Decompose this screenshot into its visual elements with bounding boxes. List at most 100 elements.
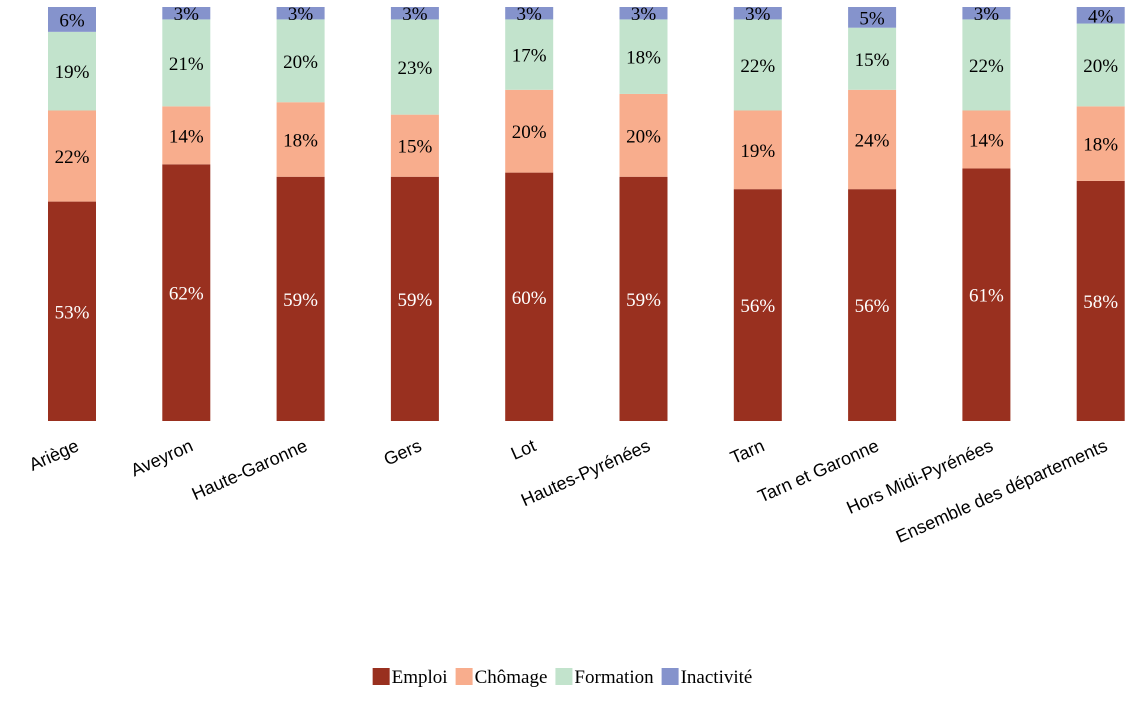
bars-layer — [48, 7, 1125, 421]
bar-ariege-emploi-label: 53% — [55, 302, 90, 323]
category-label-ariege: Ariège — [26, 435, 82, 474]
bar-tarn-et-garonne-inactivite-label: 5% — [859, 8, 885, 29]
legend-item-formation: Formation — [555, 667, 654, 688]
bar-haute-garonne-formation — [276, 19, 325, 103]
bar-gers-formation — [390, 19, 439, 115]
bar-hors-midi-pyrenees-emploi-label: 61% — [969, 286, 1004, 307]
legend: Emploi Chômage Formation Inactivité — [372, 667, 753, 688]
bar-ensemble-des-departements-formation-label: 20% — [1083, 56, 1118, 77]
legend-item-chomage: Chômage — [455, 667, 548, 688]
bar-hautes-pyrenees-chomage-label: 20% — [626, 126, 661, 147]
bar-tarn-formation — [733, 19, 782, 111]
bar-ensemble-des-departements-inactivite — [1076, 7, 1125, 24]
legend-swatch-emploi — [372, 668, 390, 685]
bar-hautes-pyrenees-chomage — [619, 93, 668, 177]
category-label-haute-garonne: Haute-Garonne — [189, 435, 310, 504]
category-label-tarn: Tarn — [727, 435, 767, 468]
bar-aveyron-formation — [162, 19, 211, 107]
bar-haute-garonne-chomage-label: 18% — [283, 130, 318, 151]
bar-aveyron-emploi-label: 62% — [169, 284, 204, 305]
bar-lot-chomage — [505, 89, 554, 173]
bar-tarn-inactivite-label: 3% — [745, 4, 771, 25]
bar-lot-inactivite-label: 3% — [517, 4, 543, 25]
bar-tarn-et-garonne-inactivite — [848, 7, 897, 28]
bar-ariege-formation-label: 19% — [55, 62, 90, 83]
bar-hautes-pyrenees-emploi-label: 59% — [626, 290, 661, 311]
bar-lot-formation — [505, 19, 554, 90]
bar-ensemble-des-departements-inactivite-label: 4% — [1088, 6, 1114, 27]
bar-tarn-et-garonne-chomage — [848, 89, 897, 190]
bar-tarn-emploi — [733, 189, 782, 421]
bar-aveyron-inactivite-label: 3% — [174, 4, 200, 25]
bar-lot-emploi-label: 60% — [512, 288, 547, 309]
bar-haute-garonne-chomage — [276, 102, 325, 177]
bar-hors-midi-pyrenees-chomage-label: 14% — [969, 130, 1004, 151]
bar-ariege-emploi — [48, 201, 96, 421]
legend-swatch-inactivite — [661, 668, 679, 685]
bar-lot-formation-label: 17% — [512, 46, 547, 67]
legend-label-emploi: Emploi — [392, 667, 448, 688]
bar-hautes-pyrenees-emploi — [619, 176, 668, 421]
legend-swatch-chomage — [455, 668, 473, 685]
bar-ariege-formation — [48, 31, 96, 111]
bar-tarn-et-garonne-chomage-label: 24% — [855, 130, 890, 151]
bar-ariege-chomage-label: 22% — [55, 147, 90, 168]
bar-ariege-inactivite-label: 6% — [59, 10, 85, 31]
bar-tarn-formation-label: 22% — [740, 56, 775, 77]
bar-ensemble-des-departements-emploi — [1076, 180, 1125, 421]
bar-ensemble-des-departements-emploi-label: 58% — [1083, 292, 1118, 313]
bar-hautes-pyrenees-formation — [619, 19, 668, 94]
bar-gers-chomage — [390, 114, 439, 177]
bar-aveyron-formation-label: 21% — [169, 54, 204, 75]
bar-haute-garonne-formation-label: 20% — [283, 52, 318, 73]
bar-tarn-inactivite — [733, 7, 782, 20]
category-label-aveyron: Aveyron — [128, 435, 196, 480]
bar-aveyron-inactivite — [162, 7, 211, 20]
legend-item-emploi: Emploi — [372, 667, 448, 688]
bar-hors-midi-pyrenees-inactivite-label: 3% — [974, 4, 1000, 25]
bar-lot-inactivite — [505, 7, 554, 20]
bar-tarn-et-garonne-formation — [848, 27, 897, 90]
bar-haute-garonne-inactivite-label: 3% — [288, 4, 314, 25]
bar-haute-garonne-emploi-label: 59% — [283, 290, 318, 311]
bar-tarn-et-garonne-formation-label: 15% — [855, 50, 890, 71]
bar-lot-emploi — [505, 172, 554, 421]
bar-ensemble-des-departements-chomage — [1076, 106, 1125, 181]
bar-lot-chomage-label: 20% — [512, 122, 547, 143]
bar-tarn-emploi-label: 56% — [740, 296, 775, 317]
legend-item-inactivite: Inactivité — [661, 667, 753, 688]
bar-tarn-et-garonne-emploi-label: 56% — [855, 296, 890, 317]
bar-ensemble-des-departements-formation — [1076, 23, 1125, 107]
bar-hautes-pyrenees-inactivite — [619, 7, 668, 20]
category-label-ensemble-des-departements: Ensemble des départements — [893, 435, 1110, 546]
bar-hautes-pyrenees-formation-label: 18% — [626, 48, 661, 69]
segment-labels-layer: 53% 22% 19% 6% 62% 14% 21% 3% 59% 18% 20% 3% 59% 15% 2… — [55, 4, 1119, 323]
category-label-lot: Lot — [508, 435, 539, 463]
bar-gers-chomage-label: 15% — [397, 137, 432, 158]
legend-label-chomage: Chômage — [475, 667, 548, 688]
bar-hors-midi-pyrenees-inactivite — [962, 7, 1011, 20]
bar-tarn-et-garonne-emploi — [848, 189, 897, 421]
legend-label-formation: Formation — [574, 667, 654, 688]
bar-hautes-pyrenees-inactivite-label: 3% — [631, 4, 657, 25]
bar-hors-midi-pyrenees-formation-label: 22% — [969, 56, 1004, 77]
legend-swatch-formation — [555, 668, 573, 685]
bar-tarn-chomage-label: 19% — [740, 141, 775, 162]
bar-gers-inactivite-label: 3% — [402, 4, 428, 25]
bar-ensemble-des-departements-chomage-label: 18% — [1083, 135, 1118, 156]
bar-tarn-chomage — [733, 110, 782, 190]
bar-hors-midi-pyrenees-emploi — [962, 168, 1011, 421]
bar-aveyron-emploi — [162, 164, 211, 421]
bar-ariege-inactivite — [48, 7, 96, 32]
legend-label-inactivite: Inactivité — [681, 667, 753, 688]
category-label-hautes-pyrenees: Hautes-Pyrénées — [518, 435, 653, 510]
bar-aveyron-chomage-label: 14% — [169, 126, 204, 147]
bar-haute-garonne-emploi — [276, 176, 325, 421]
bar-gers-formation-label: 23% — [397, 58, 432, 79]
bar-hors-midi-pyrenees-formation — [962, 19, 1011, 111]
bar-gers-emploi-label: 59% — [397, 290, 432, 311]
bar-haute-garonne-inactivite — [276, 7, 325, 20]
